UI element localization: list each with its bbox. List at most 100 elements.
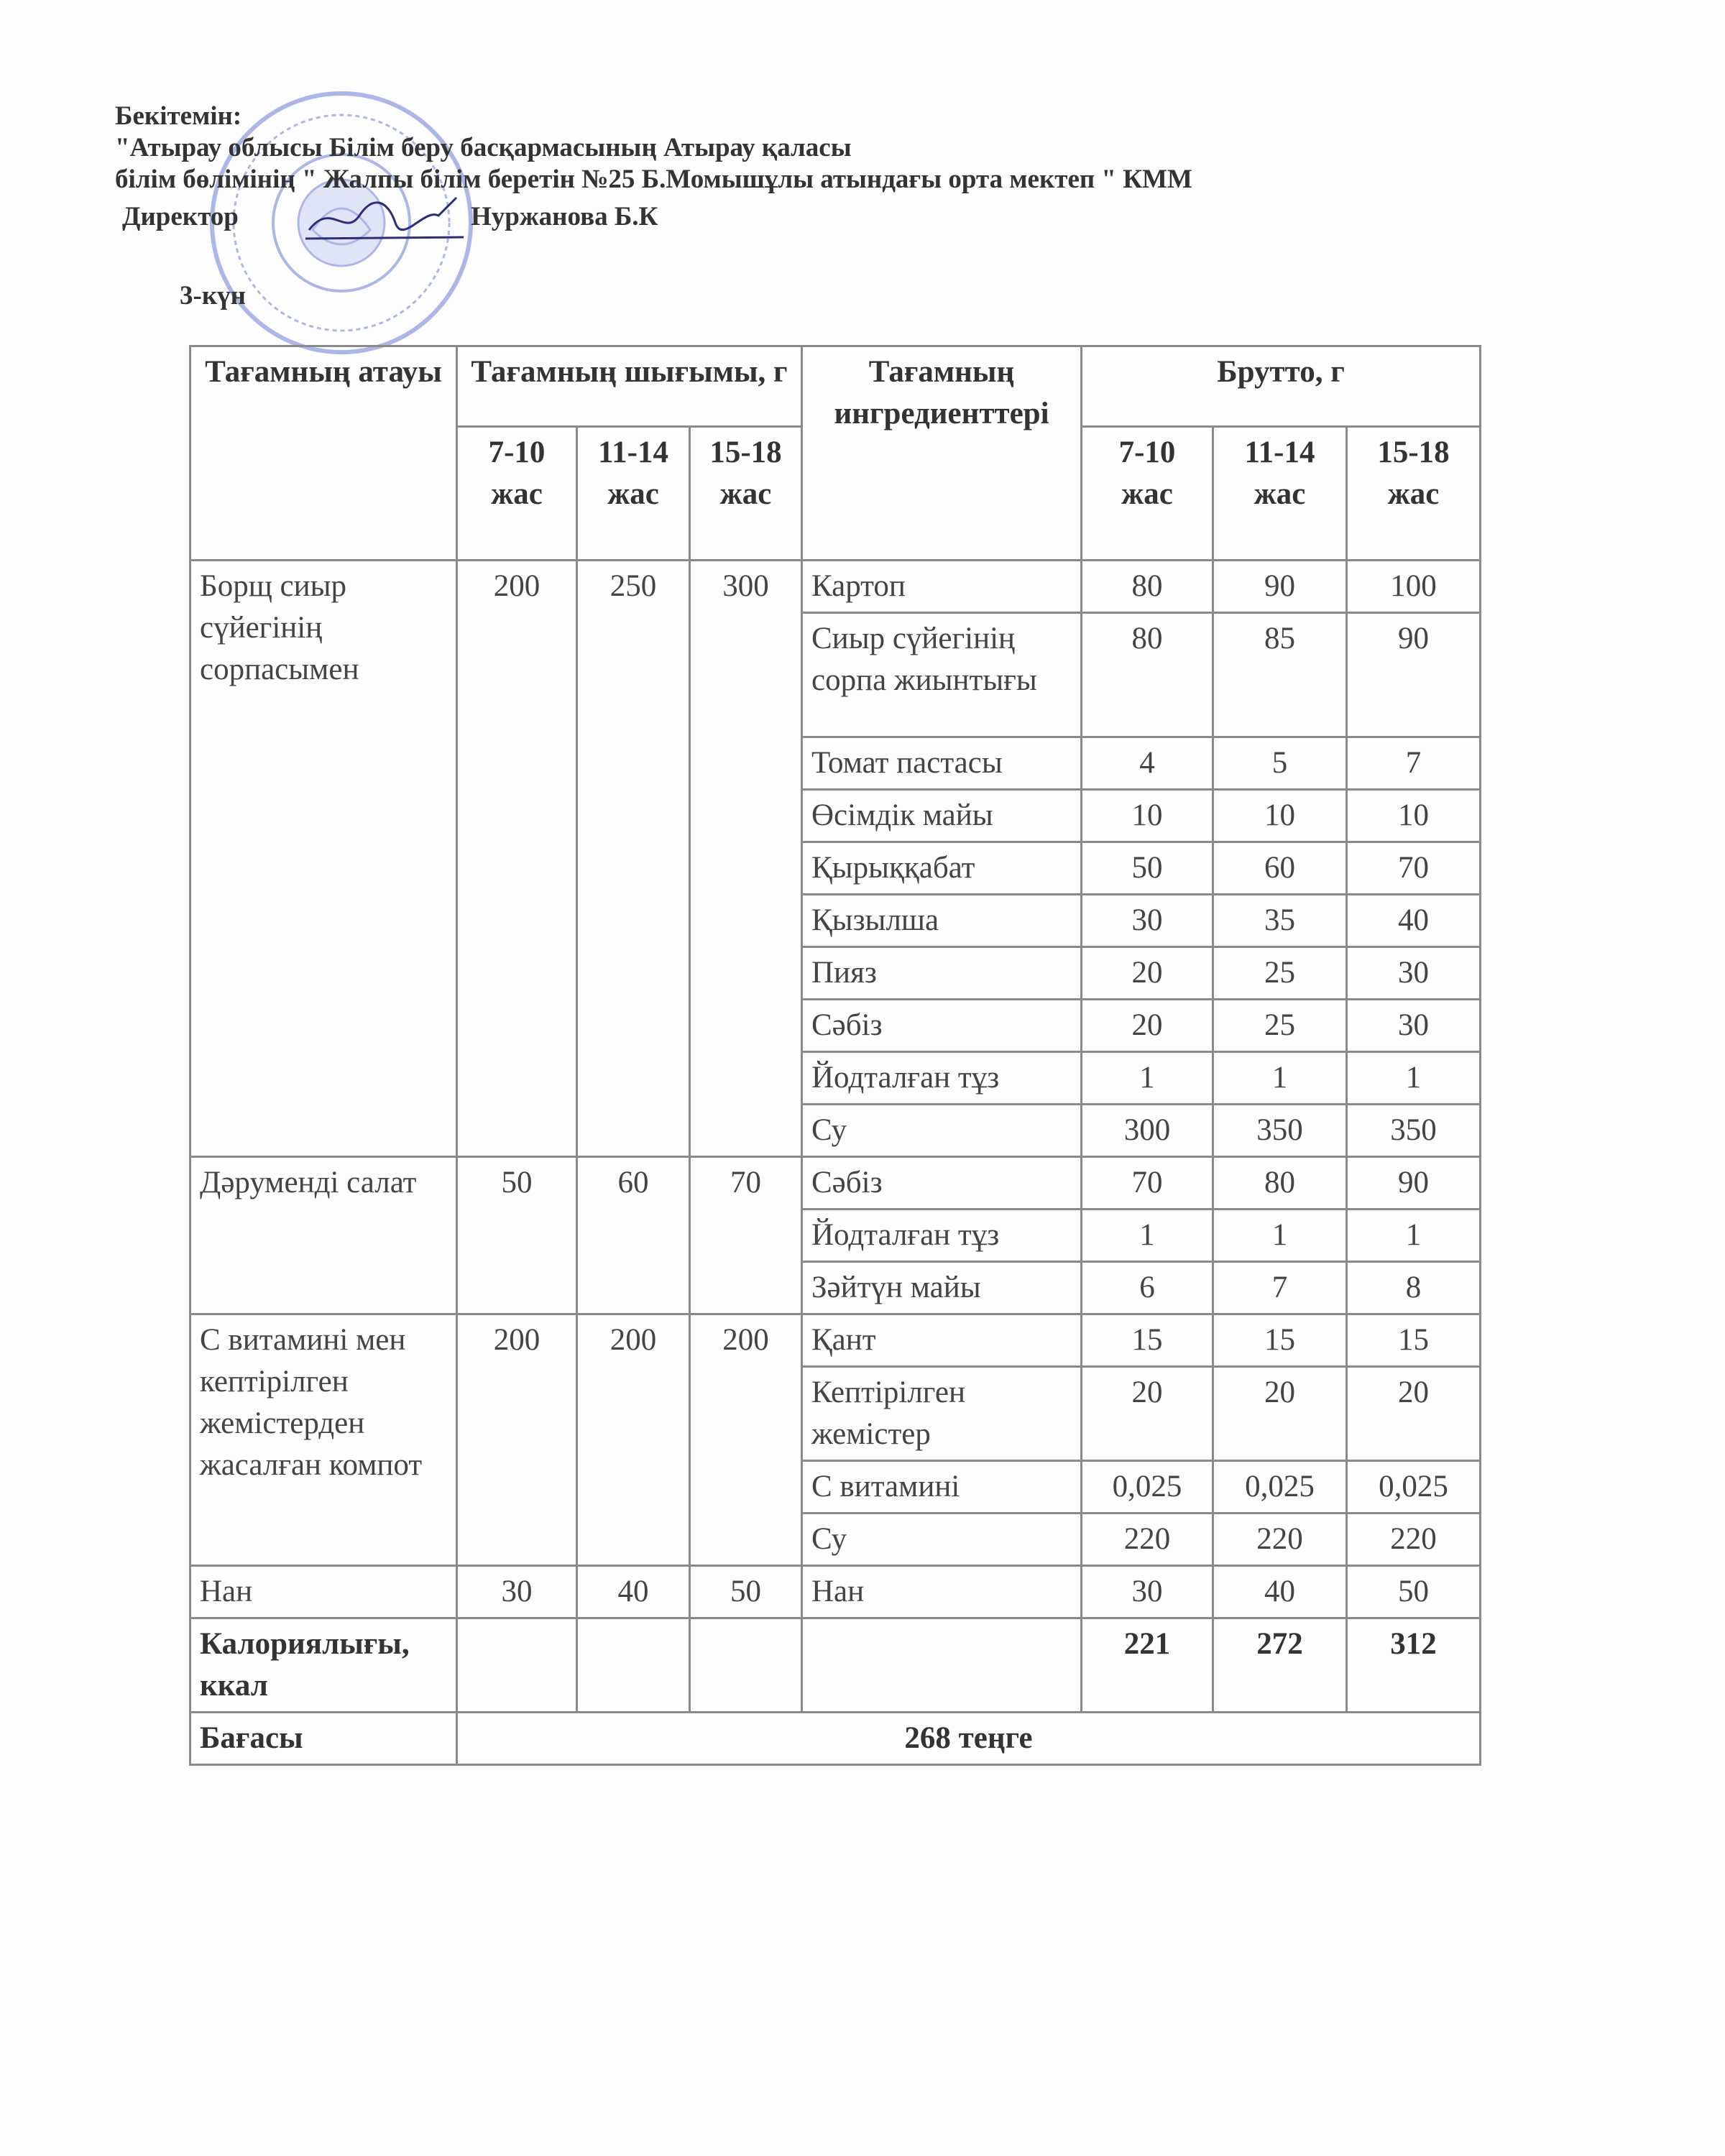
empty-cell [576, 1617, 691, 1713]
ingredient-name: Қызылша [801, 893, 1082, 948]
ingredient-brutto: 90 [1346, 1156, 1481, 1210]
ingredient-brutto: 15 [1346, 1313, 1481, 1368]
dish-output: 70 [689, 1156, 803, 1315]
ingredient-row: Өсімдік майы 10 10 10 [190, 788, 1481, 843]
ingredient-row: Нан 30 40 50 Нан 30 40 50 [189, 1565, 1481, 1619]
dish-name: С витамині мен кептірілген жемістерден ж… [189, 1313, 458, 1567]
ingredient-row: С витамині 0,025 0,025 0,025 [190, 1460, 1481, 1514]
calories-label: Калориялығы, ккал [189, 1617, 458, 1713]
ingredient-brutto: 90 [1346, 612, 1481, 738]
header-brutto: Брутто, г [1080, 345, 1481, 428]
director-name: Нуржанова Б.К [471, 202, 658, 231]
menu-table: Тағамның атауы Тағамның шығымы, г Тағамның… [189, 345, 1481, 1766]
ingredient-brutto: 1 [1346, 1208, 1481, 1263]
ingredient-brutto: 5 [1212, 736, 1348, 791]
ingredient-brutto: 10 [1080, 788, 1214, 843]
header-output-age: 11-14 жас [576, 425, 691, 561]
ingredient-brutto: 1 [1212, 1208, 1348, 1263]
dish-output: 250 [576, 559, 691, 1158]
ingredient-name: Нан [801, 1565, 1082, 1619]
ingredient-brutto: 0,025 [1346, 1460, 1481, 1514]
ingredient-brutto: 350 [1346, 1103, 1481, 1158]
ingredient-row: Сәбіз 20 25 30 [190, 998, 1481, 1053]
header-output-age: 15-18 жас [689, 425, 803, 561]
ingredient-brutto: 7 [1212, 1261, 1348, 1315]
ingredient-row: Су 300 350 350 [190, 1103, 1481, 1158]
empty-cell [689, 1617, 803, 1713]
ingredient-row: Зәйтүн майы 6 7 8 [190, 1261, 1481, 1315]
ingredient-row: Қырыққабат 50 60 70 [190, 841, 1481, 895]
ingredient-brutto: 1 [1080, 1208, 1214, 1263]
header-output-age: 7-10 жас [456, 425, 578, 561]
ingredient-brutto: 20 [1080, 946, 1214, 1000]
ingredient-brutto: 25 [1212, 946, 1348, 1000]
ingredient-brutto: 90 [1212, 559, 1348, 614]
header-output: Тағамның шығымы, г [456, 345, 803, 428]
ingredient-row: Йодталған тұз 1 1 1 [190, 1051, 1481, 1105]
empty-cell [456, 1617, 578, 1713]
ingredient-name: Картоп [801, 559, 1082, 614]
ingredient-brutto: 350 [1212, 1103, 1348, 1158]
calories-row: Калориялығы, ккал 221 272 312 [189, 1617, 1481, 1713]
ingredient-brutto: 6 [1080, 1261, 1214, 1315]
ingredient-name: Сиыр сүйегінің сорпа жиынтығы [801, 612, 1082, 738]
ingredient-brutto: 30 [1346, 946, 1481, 1000]
dish-output: 200 [456, 559, 578, 1158]
header-brutto-age: 15-18 жас [1346, 425, 1481, 561]
ingredient-row: Йодталған тұз 1 1 1 [190, 1208, 1481, 1263]
ingredient-row: Су 220 220 220 [190, 1512, 1481, 1567]
approval-line-1: "Атырау облысы Білім беру басқармасының … [115, 133, 852, 162]
ingredient-name: Пияз [801, 946, 1082, 1000]
dish-output: 30 [456, 1565, 578, 1619]
ingredient-row: Дәруменді салат 50 60 70 Сәбіз 70 80 90 [189, 1156, 1481, 1315]
ingredient-brutto: 10 [1212, 788, 1348, 843]
ingredient-brutto: 70 [1346, 841, 1481, 895]
header-age-row: 7-10 жас 11-14 жас 15-18 жас 7-10 жас 11-14 … [190, 425, 1481, 561]
ingredient-row: Томат пастасы 4 5 7 [190, 736, 1481, 791]
header-ingredients: Тағамның ингредиенттері [801, 345, 1082, 561]
ingredient-brutto: 10 [1346, 788, 1481, 843]
ingredient-brutto: 80 [1080, 559, 1214, 614]
ingredient-brutto: 30 [1346, 998, 1481, 1053]
ingredient-brutto: 15 [1080, 1313, 1214, 1368]
ingredient-row: Борщ сиыр сүйегінің сорпасымен 200 250 300 К… [189, 559, 1481, 1158]
ingredient-brutto: 25 [1212, 998, 1348, 1053]
ingredient-brutto: 30 [1080, 1565, 1214, 1619]
ingredient-brutto: 85 [1212, 612, 1348, 738]
ingredient-brutto: 40 [1346, 893, 1481, 948]
director-label: Директор [122, 202, 239, 231]
dish-output: 40 [576, 1565, 691, 1619]
dish-output: 200 [689, 1313, 803, 1567]
ingredient-name: Зәйтүн майы [801, 1261, 1082, 1315]
ingredient-brutto: 40 [1212, 1565, 1348, 1619]
ingredient-brutto: 1 [1212, 1051, 1348, 1105]
ingredient-brutto: 0,025 [1212, 1460, 1348, 1514]
ingredient-brutto: 0,025 [1080, 1460, 1214, 1514]
price-label: Бағасы [189, 1711, 458, 1766]
header-brutto-age: 7-10 жас [1080, 425, 1214, 561]
ingredient-brutto: 80 [1212, 1156, 1348, 1210]
dish-name: Дәруменді салат [189, 1156, 458, 1315]
calories-value: 312 [1346, 1617, 1481, 1713]
ingredient-name: С витамині [801, 1460, 1082, 1514]
dish-output: 50 [456, 1156, 578, 1315]
day-label: 3-күн [180, 281, 246, 310]
price-row: Бағасы 268 теңге [189, 1711, 1481, 1766]
approval-label: Бекітемін: [115, 101, 242, 131]
ingredient-row: С витамині мен кептірілген жемістерден ж… [189, 1313, 1481, 1567]
ingredient-name: Қант [801, 1313, 1082, 1368]
director-signature [305, 196, 464, 240]
dish-output: 50 [689, 1565, 803, 1619]
ingredient-brutto: 220 [1346, 1512, 1481, 1567]
dish-output: 300 [689, 559, 803, 1158]
ingredient-row: Сиыр сүйегінің сорпа жиынтығы 80 85 90 [190, 612, 1481, 738]
dish-output: 200 [456, 1313, 578, 1567]
ingredient-brutto: 20 [1212, 1365, 1348, 1462]
ingredient-brutto: 20 [1080, 1365, 1214, 1462]
ingredient-name: Йодталған тұз [801, 1208, 1082, 1263]
ingredient-brutto: 220 [1212, 1512, 1348, 1567]
ingredient-brutto: 1 [1080, 1051, 1214, 1105]
ingredient-name: Су [801, 1512, 1082, 1567]
ingredient-brutto: 220 [1080, 1512, 1214, 1567]
ingredient-row: Қызылша 30 35 40 [190, 893, 1481, 948]
